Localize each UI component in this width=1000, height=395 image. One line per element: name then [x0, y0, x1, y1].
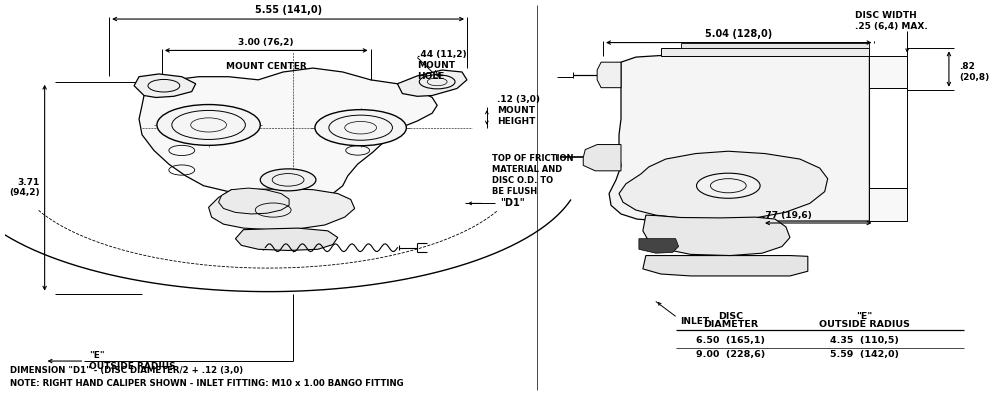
Text: INLET: INLET — [681, 316, 710, 325]
Text: 6.50  (165,1): 6.50 (165,1) — [696, 336, 765, 345]
Text: 5.04 (128,0): 5.04 (128,0) — [705, 29, 772, 39]
Text: MOUNT: MOUNT — [497, 106, 535, 115]
Text: .44 (11,2): .44 (11,2) — [417, 50, 467, 59]
Text: .82: .82 — [959, 62, 975, 71]
Polygon shape — [639, 239, 679, 253]
Text: MATERIAL AND: MATERIAL AND — [492, 165, 562, 174]
Polygon shape — [397, 70, 467, 96]
Text: OUTSIDE RADIUS: OUTSIDE RADIUS — [819, 320, 910, 329]
Circle shape — [157, 105, 260, 145]
Text: 5.55 (141,0): 5.55 (141,0) — [255, 5, 322, 15]
Polygon shape — [235, 228, 338, 250]
Text: MOUNT CENTER: MOUNT CENTER — [226, 62, 307, 71]
Text: NOTE: RIGHT HAND CALIPER SHOWN - INLET FITTING: M10 x 1.00 BANGO FITTING: NOTE: RIGHT HAND CALIPER SHOWN - INLET F… — [10, 379, 403, 388]
Polygon shape — [643, 215, 790, 256]
Text: 5.59  (142,0): 5.59 (142,0) — [830, 350, 899, 359]
Text: MOUNT: MOUNT — [417, 61, 455, 70]
Text: .12 (3,0): .12 (3,0) — [497, 95, 540, 104]
Text: 3.71
(94,2): 3.71 (94,2) — [9, 178, 40, 198]
Text: HEIGHT: HEIGHT — [497, 117, 535, 126]
Text: TOP OF FRICTION: TOP OF FRICTION — [492, 154, 573, 163]
Polygon shape — [643, 256, 808, 276]
Polygon shape — [583, 145, 621, 171]
Text: OUTSIDE RADIUS: OUTSIDE RADIUS — [89, 363, 176, 371]
Text: HOLE: HOLE — [417, 72, 445, 81]
Polygon shape — [609, 56, 869, 221]
Text: (20,8): (20,8) — [959, 73, 989, 83]
Polygon shape — [134, 74, 196, 98]
Circle shape — [697, 173, 760, 198]
Text: DISC O.D. TO: DISC O.D. TO — [492, 176, 553, 185]
Text: "E": "E" — [89, 351, 105, 360]
Text: DIMENSION "D1" - (DISC DIAMETER/2 + .12 (3,0): DIMENSION "D1" - (DISC DIAMETER/2 + .12 … — [10, 366, 243, 374]
Polygon shape — [661, 48, 869, 56]
Polygon shape — [219, 188, 289, 214]
Polygon shape — [681, 43, 869, 48]
Text: BE FLUSH: BE FLUSH — [492, 187, 537, 196]
Polygon shape — [209, 189, 355, 229]
Text: DISC WIDTH: DISC WIDTH — [855, 11, 916, 20]
Text: .25 (6,4) MAX.: .25 (6,4) MAX. — [855, 22, 927, 30]
Polygon shape — [869, 56, 907, 88]
Text: DIAMETER: DIAMETER — [703, 320, 758, 329]
Text: DISC: DISC — [718, 312, 743, 321]
Polygon shape — [597, 62, 621, 88]
Circle shape — [315, 110, 406, 146]
Polygon shape — [869, 188, 907, 221]
Polygon shape — [139, 68, 437, 199]
Polygon shape — [619, 151, 828, 219]
Circle shape — [260, 169, 316, 191]
Text: .77 (19,6): .77 (19,6) — [762, 211, 812, 220]
Text: 9.00  (228,6): 9.00 (228,6) — [696, 350, 765, 359]
Text: 4.35  (110,5): 4.35 (110,5) — [830, 336, 899, 345]
Text: "E": "E" — [856, 312, 873, 321]
Text: "D1": "D1" — [500, 198, 525, 209]
Text: 3.00 (76,2): 3.00 (76,2) — [238, 38, 294, 47]
